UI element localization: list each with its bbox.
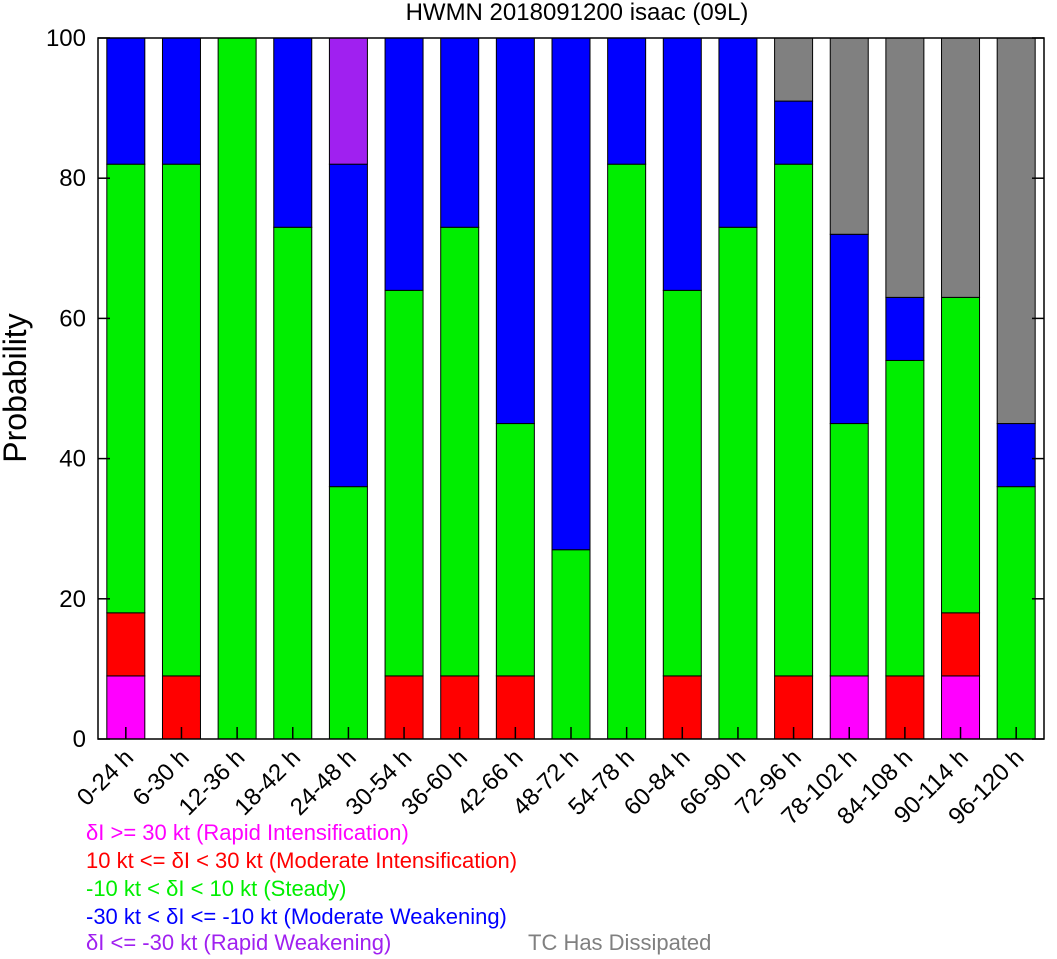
chart-title: HWMN 2018091200 isaac (09L) — [406, 0, 749, 26]
y-tick-label: 0 — [73, 726, 86, 753]
y-axis-label: Probability — [0, 313, 33, 462]
bar-segment-mw — [662, 37, 702, 291]
x-tick-label: 0-24 h — [72, 744, 139, 811]
y-tick-label: 100 — [46, 25, 86, 52]
bar-segment-steady — [440, 226, 480, 677]
y-tick-label: 60 — [59, 305, 86, 332]
bar-segment-mi — [941, 612, 981, 677]
bar-segment-steady — [718, 226, 758, 740]
bar-segment-steady — [829, 423, 869, 677]
legend-item-moderate-intensification: 10 kt <= δI < 30 kt (Moderate Intensific… — [86, 848, 518, 873]
legend-item-steady: -10 kt < δI < 10 kt (Steady) — [86, 876, 347, 901]
bar-segment-steady — [106, 163, 146, 614]
bar-segment-mw — [161, 37, 201, 165]
bar-segment-mw — [607, 37, 647, 165]
bar-segment-steady — [885, 359, 925, 677]
bar-segment-steady — [662, 289, 702, 677]
bar-segment-mw — [328, 163, 368, 488]
bar-segment-dissipated — [996, 37, 1036, 425]
legend-item-moderate-weakening: -30 kt < δI <= -10 kt (Moderate Weakenin… — [86, 904, 507, 929]
y-tick-label: 40 — [59, 446, 86, 473]
bar-segment-steady — [384, 289, 424, 677]
bar-segment-mw — [996, 423, 1036, 488]
y-tick-label: 80 — [59, 165, 86, 192]
bar-segment-dissipated — [885, 37, 925, 298]
bar-segment-steady — [607, 163, 647, 740]
bar-segment-mw — [829, 233, 869, 425]
bar-segment-steady — [273, 226, 313, 740]
y-tick-label: 20 — [59, 586, 86, 613]
bar-segment-mw — [106, 37, 146, 165]
bar-segment-mw — [273, 37, 313, 228]
bar-segment-mw — [495, 37, 535, 425]
bar-segment-dissipated — [941, 37, 981, 298]
bar-segment-mw — [551, 37, 591, 551]
bar-segment-steady — [996, 486, 1036, 740]
legend-item-dissipated: TC Has Dissipated — [528, 930, 712, 955]
bar-segment-steady — [161, 163, 201, 677]
bar-segment-mw — [440, 37, 480, 228]
bar-segment-steady — [328, 486, 368, 740]
bar-segment-mw — [384, 37, 424, 291]
bar-segment-steady — [217, 37, 257, 740]
legend-item-rapid-intensification: δI >= 30 kt (Rapid Intensification) — [86, 820, 409, 845]
bar-segment-dissipated — [829, 37, 869, 235]
bar-segment-mw — [774, 100, 814, 165]
bar-segment-dissipated — [774, 37, 814, 102]
bar-segment-rw — [328, 37, 368, 165]
legend-item-rapid-weakening: δI <= -30 kt (Rapid Weakening) — [86, 930, 392, 955]
bar-segment-steady — [551, 549, 591, 740]
bar-segment-steady — [774, 163, 814, 677]
bar-segment-mw — [718, 37, 758, 228]
bar-segment-mw — [885, 296, 925, 361]
bar-segment-mi — [106, 612, 146, 677]
bar-segment-steady — [495, 423, 535, 677]
bar-segment-steady — [941, 296, 981, 614]
